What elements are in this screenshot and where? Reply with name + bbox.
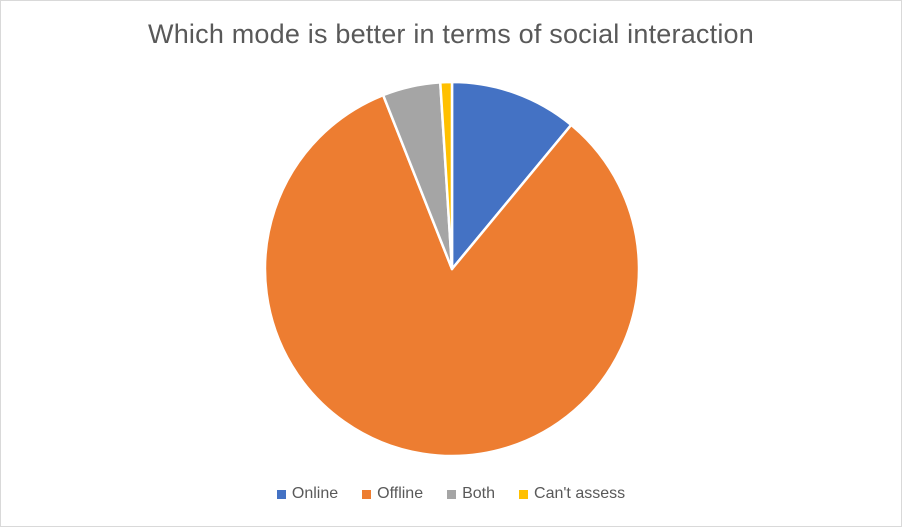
chart-title: Which mode is better in terms of social … <box>148 19 754 49</box>
legend-swatch-both <box>447 489 457 499</box>
pie-slice-cant-assess <box>439 80 454 271</box>
legend-item-offline: Offline <box>362 485 423 503</box>
legend-label-offline: Offline <box>377 485 424 502</box>
legend-label-both: Both <box>462 485 496 502</box>
legend-item-both: Both <box>447 485 495 503</box>
pie-slices <box>263 80 641 458</box>
pie-slice-online <box>450 80 573 271</box>
legend: Online Offline Both Can't assess <box>1 485 901 503</box>
legend-item-cant-assess: Can't assess <box>519 485 625 503</box>
pie-slice-offline <box>263 93 641 458</box>
legend-item-online: Online <box>276 485 339 503</box>
legend-label-online: Online <box>291 485 339 502</box>
legend-swatch-offline <box>362 489 372 499</box>
legend-swatch-online <box>276 489 286 499</box>
legend-label-cant-assess: Can't assess <box>534 485 626 502</box>
legend-swatch-cant-assess <box>519 489 529 499</box>
